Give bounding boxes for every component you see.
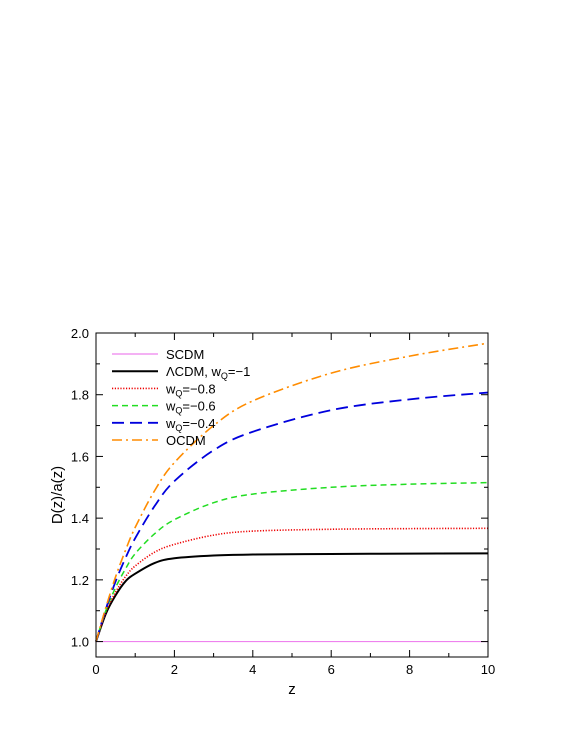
legend-label-main: OCDM <box>166 433 206 448</box>
series-line-4 <box>95 391 489 642</box>
x-tick-label: 0 <box>92 662 99 677</box>
legend-label-tail: =−1 <box>228 364 250 379</box>
legend-label-subscript: Q <box>175 423 182 433</box>
y-tick-label: 1.0 <box>71 635 89 650</box>
x-tick-label: 8 <box>406 662 413 677</box>
y-tick-label: 1.8 <box>71 388 89 403</box>
y-tick-label: 1.6 <box>71 449 89 464</box>
legend-label-subscript: Q <box>175 406 182 416</box>
legend-label-main: w <box>165 416 176 431</box>
series-line-2 <box>95 527 489 642</box>
legend-label-2: wQ=−0.8 <box>165 381 216 398</box>
x-tick-label: 6 <box>328 662 335 677</box>
y-tick-label: 1.2 <box>71 573 89 588</box>
y-tick-label: 1.4 <box>71 511 89 526</box>
legend-label-main: w <box>165 399 176 414</box>
legend-label-4: wQ=−0.4 <box>165 416 216 433</box>
x-tick-label: 4 <box>249 662 256 677</box>
legend-label-tail: =−0.4 <box>182 416 215 431</box>
series-line-1 <box>95 552 489 642</box>
x-tick-label: 2 <box>171 662 178 677</box>
legend-label-5: OCDM <box>166 433 206 448</box>
legend-label-tail: =−0.6 <box>182 399 215 414</box>
legend-label-subscript: Q <box>175 388 182 398</box>
series-line-5 <box>95 342 489 642</box>
y-tick-label: 2.0 <box>71 326 89 341</box>
legend-label-subscript: Q <box>221 371 228 381</box>
series-lines <box>95 342 489 643</box>
series-line-3 <box>95 481 489 642</box>
legend-label-tail: =−0.8 <box>182 381 215 396</box>
plot-frame <box>95 332 489 658</box>
x-tick-label: 10 <box>481 662 495 677</box>
axis-ticks: 0 2 4 6 8 10 1.0 1.2 1.4 1.6 1.8 2.0 <box>71 326 495 677</box>
legend-label-1: ΛCDM, wQ=−1 <box>166 364 250 381</box>
legend-label-main: w <box>165 381 176 396</box>
legend-label-0: SCDM <box>166 347 204 362</box>
legend-label-main: ΛCDM, w <box>166 364 222 379</box>
y-axis-label: D(z)/a(z) <box>49 466 66 524</box>
x-axis-label: z <box>288 681 296 698</box>
legend-label-3: wQ=−0.6 <box>165 399 216 416</box>
legend-label-main: SCDM <box>166 347 204 362</box>
